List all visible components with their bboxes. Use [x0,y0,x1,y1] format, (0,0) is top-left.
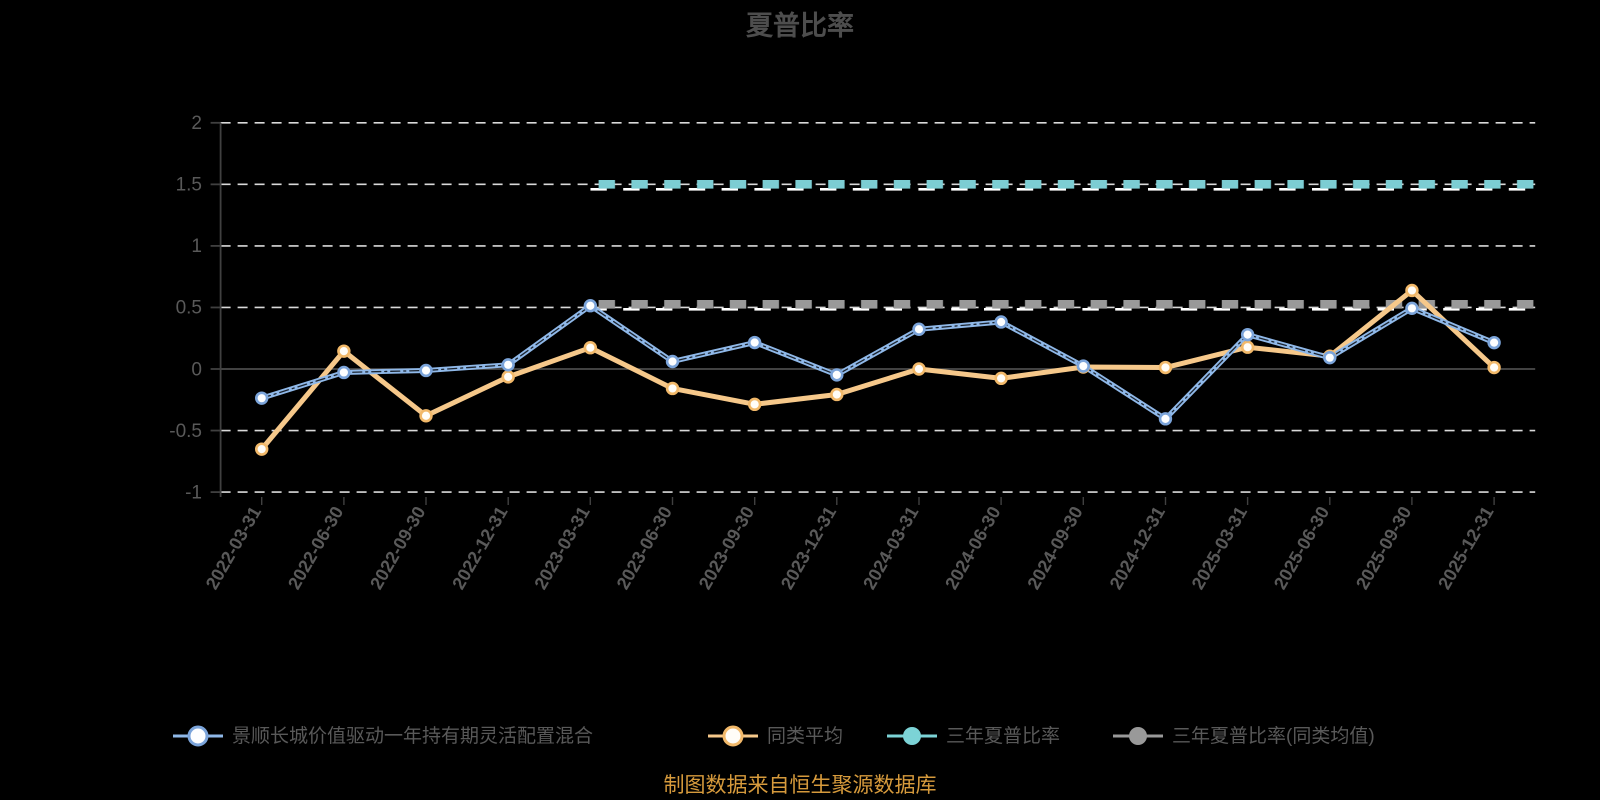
svg-text:1.5: 1.5 [176,175,202,196]
svg-text:0.5: 0.5 [176,298,202,319]
svg-text:0: 0 [191,360,202,381]
svg-text:制图数据来自恒生聚源数据库: 制图数据来自恒生聚源数据库 [664,774,937,797]
svg-text:三年夏普比率: 三年夏普比率 [946,725,1060,747]
svg-text:夏普比率: 夏普比率 [746,10,854,41]
svg-text:-1: -1 [185,483,202,504]
svg-text:三年夏普比率(同类均值): 三年夏普比率(同类均值) [1172,725,1375,747]
svg-text:1: 1 [191,236,202,257]
svg-text:-0.5: -0.5 [169,421,202,442]
svg-text:同类平均: 同类平均 [767,725,843,747]
svg-text:景顺长城价值驱动一年持有期灵活配置混合: 景顺长城价值驱动一年持有期灵活配置混合 [232,725,593,747]
svg-text:2: 2 [191,113,202,134]
